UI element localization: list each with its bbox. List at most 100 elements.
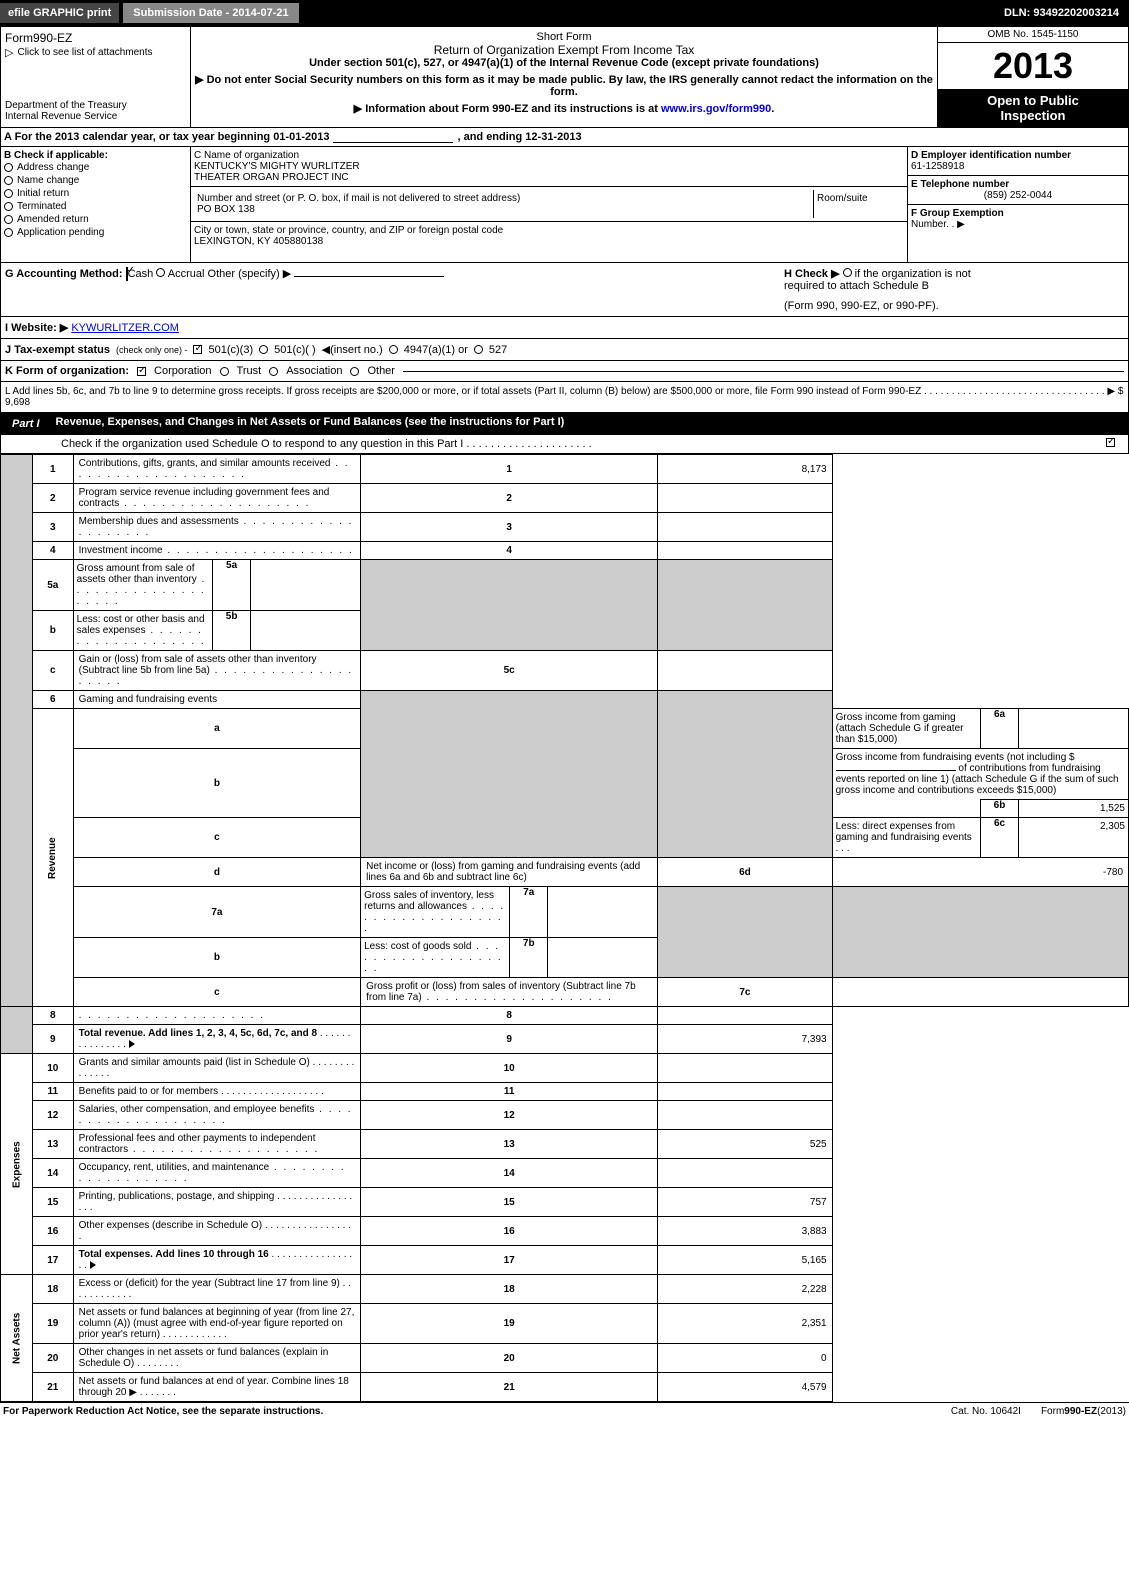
l-dots: . . . . . . . . . . . . . . . . . . . . …: [924, 386, 1115, 397]
circle-icon[interactable]: [350, 367, 359, 376]
otp-line2: Inspection: [942, 108, 1124, 123]
row-k: K Form of organization: Corporation Trus…: [0, 361, 1129, 382]
circle-icon[interactable]: [269, 367, 278, 376]
circle-icon: [4, 176, 13, 185]
line-text: Net assets or fund balances at beginning…: [79, 1307, 355, 1340]
chk-label: Address change: [17, 162, 89, 173]
submission-date: Submission Date - 2014-07-21: [123, 3, 298, 23]
line-text: Program service revenue including govern…: [79, 487, 330, 509]
irs-link[interactable]: www.irs.gov/form990: [661, 103, 771, 115]
circle-icon[interactable]: [389, 345, 398, 354]
line-val: 2,351: [658, 1304, 832, 1344]
line-num: 2: [32, 484, 73, 513]
circle-icon[interactable]: [156, 268, 165, 277]
room-label: Room/suite: [814, 190, 904, 218]
chk-address[interactable]: Address change: [4, 161, 187, 174]
i-label: I Website: ▶: [5, 322, 68, 334]
chk-amended[interactable]: Amended return: [4, 213, 187, 226]
circle-icon[interactable]: [259, 345, 268, 354]
j-501c3: 501(c)(3): [208, 344, 253, 356]
line-val: 8,173: [658, 455, 832, 484]
website-link[interactable]: KYWURLITZER.COM: [71, 322, 179, 334]
line-text: Other expenses (describe in Schedule O): [79, 1220, 262, 1231]
line-val: 525: [658, 1130, 832, 1159]
checkbox-icon[interactable]: [126, 267, 128, 281]
line-text: Net income or (loss) from gaming and fun…: [366, 861, 640, 883]
checkbox-icon[interactable]: [1106, 438, 1115, 447]
chk-label: Name change: [17, 175, 79, 186]
chk-label: Initial return: [17, 188, 69, 199]
form-name: Form990-EZ: [5, 31, 186, 45]
line-text: Investment income: [79, 545, 163, 556]
sub-val: 1,525: [1018, 799, 1128, 817]
chk-label: Application pending: [17, 227, 104, 238]
line-val: [658, 1159, 832, 1188]
circle-icon[interactable]: [474, 345, 483, 354]
line-val: [658, 484, 832, 513]
line-num: 7a: [73, 887, 360, 938]
attachments-text: Click to see list of attachments: [17, 47, 152, 58]
lines-table: 1Contributions, gifts, grants, and simil…: [0, 454, 1129, 1402]
sub-ref: 7b: [509, 938, 547, 977]
line-text: Total revenue. Add lines 1, 2, 3, 4, 5c,…: [79, 1028, 317, 1039]
line-text: Less: direct expenses from gaming and fu…: [836, 821, 972, 843]
line-val: 7,393: [658, 1025, 832, 1054]
netassets-label: Net Assets: [1, 1275, 33, 1402]
line-ref: 3: [361, 513, 658, 542]
line-val: [658, 651, 832, 691]
line-val: [658, 1054, 832, 1083]
line-num: 20: [32, 1344, 73, 1373]
line-text: Professional fees and other payments to …: [79, 1133, 316, 1155]
circle-icon[interactable]: [220, 367, 229, 376]
line-text: Salaries, other compensation, and employ…: [79, 1104, 315, 1115]
part1-check: Check if the organization used Schedule …: [61, 438, 1096, 450]
k-corp: Corporation: [154, 365, 211, 377]
chk-terminated[interactable]: Terminated: [4, 200, 187, 213]
ending-text: , and ending 12-31-2013: [457, 131, 581, 143]
line-ref: 19: [361, 1304, 658, 1344]
line-num: 15: [32, 1188, 73, 1217]
circle-icon[interactable]: [843, 268, 852, 277]
part1-label: Part I: [4, 416, 48, 432]
otp-line1: Open to Public: [942, 93, 1124, 108]
attachments-link[interactable]: ▷ Click to see list of attachments: [5, 45, 186, 60]
line-num: a: [73, 709, 360, 749]
line-ref: 2: [361, 484, 658, 513]
line-num: 3: [32, 513, 73, 542]
line-text: Gaming and fundraising events: [73, 691, 360, 709]
chk-pending[interactable]: Application pending: [4, 226, 187, 239]
row-i: I Website: ▶ KYWURLITZER.COM: [0, 317, 1129, 339]
sub-ref: 7a: [509, 887, 547, 937]
chk-initial[interactable]: Initial return: [4, 187, 187, 200]
info-line: ▶ Information about Form 990-EZ and its …: [195, 102, 933, 115]
line-val: -780: [832, 858, 1128, 887]
k-other: Other: [367, 365, 395, 377]
g-label: G Accounting Method:: [5, 268, 123, 280]
circle-icon: [4, 228, 13, 237]
circle-icon: [4, 202, 13, 211]
line-text: Net assets or fund balances at end of ye…: [79, 1376, 349, 1398]
form-title: Return of Organization Exempt From Incom…: [195, 43, 933, 57]
line-num: 8: [32, 1007, 73, 1025]
short-form: Short Form: [195, 31, 933, 43]
sub-ref: 5a: [212, 560, 250, 610]
line-num: 16: [32, 1217, 73, 1246]
line-ref: 13: [361, 1130, 658, 1159]
line-num: 18: [32, 1275, 73, 1304]
sub-ref: 6a: [980, 709, 1018, 748]
phone-val: (859) 252-0044: [911, 190, 1125, 201]
tax-year: 2013: [938, 43, 1128, 89]
j-label: J Tax-exempt status: [5, 344, 110, 356]
line-val: [658, 513, 832, 542]
line-text: Contributions, gifts, grants, and simila…: [79, 458, 331, 469]
checkbox-icon[interactable]: [193, 345, 202, 354]
chk-name[interactable]: Name change: [4, 174, 187, 187]
checkbox-icon[interactable]: [137, 367, 146, 376]
line-num: 13: [32, 1130, 73, 1159]
j-sub: (check only one) -: [116, 345, 188, 355]
addr-val: PO BOX 138: [197, 204, 810, 215]
line-text: Total expenses. Add lines 10 through 16: [79, 1249, 269, 1260]
line-val: 2,228: [658, 1275, 832, 1304]
line-num: 6: [32, 691, 73, 709]
irs-label: Internal Revenue Service: [5, 111, 186, 122]
